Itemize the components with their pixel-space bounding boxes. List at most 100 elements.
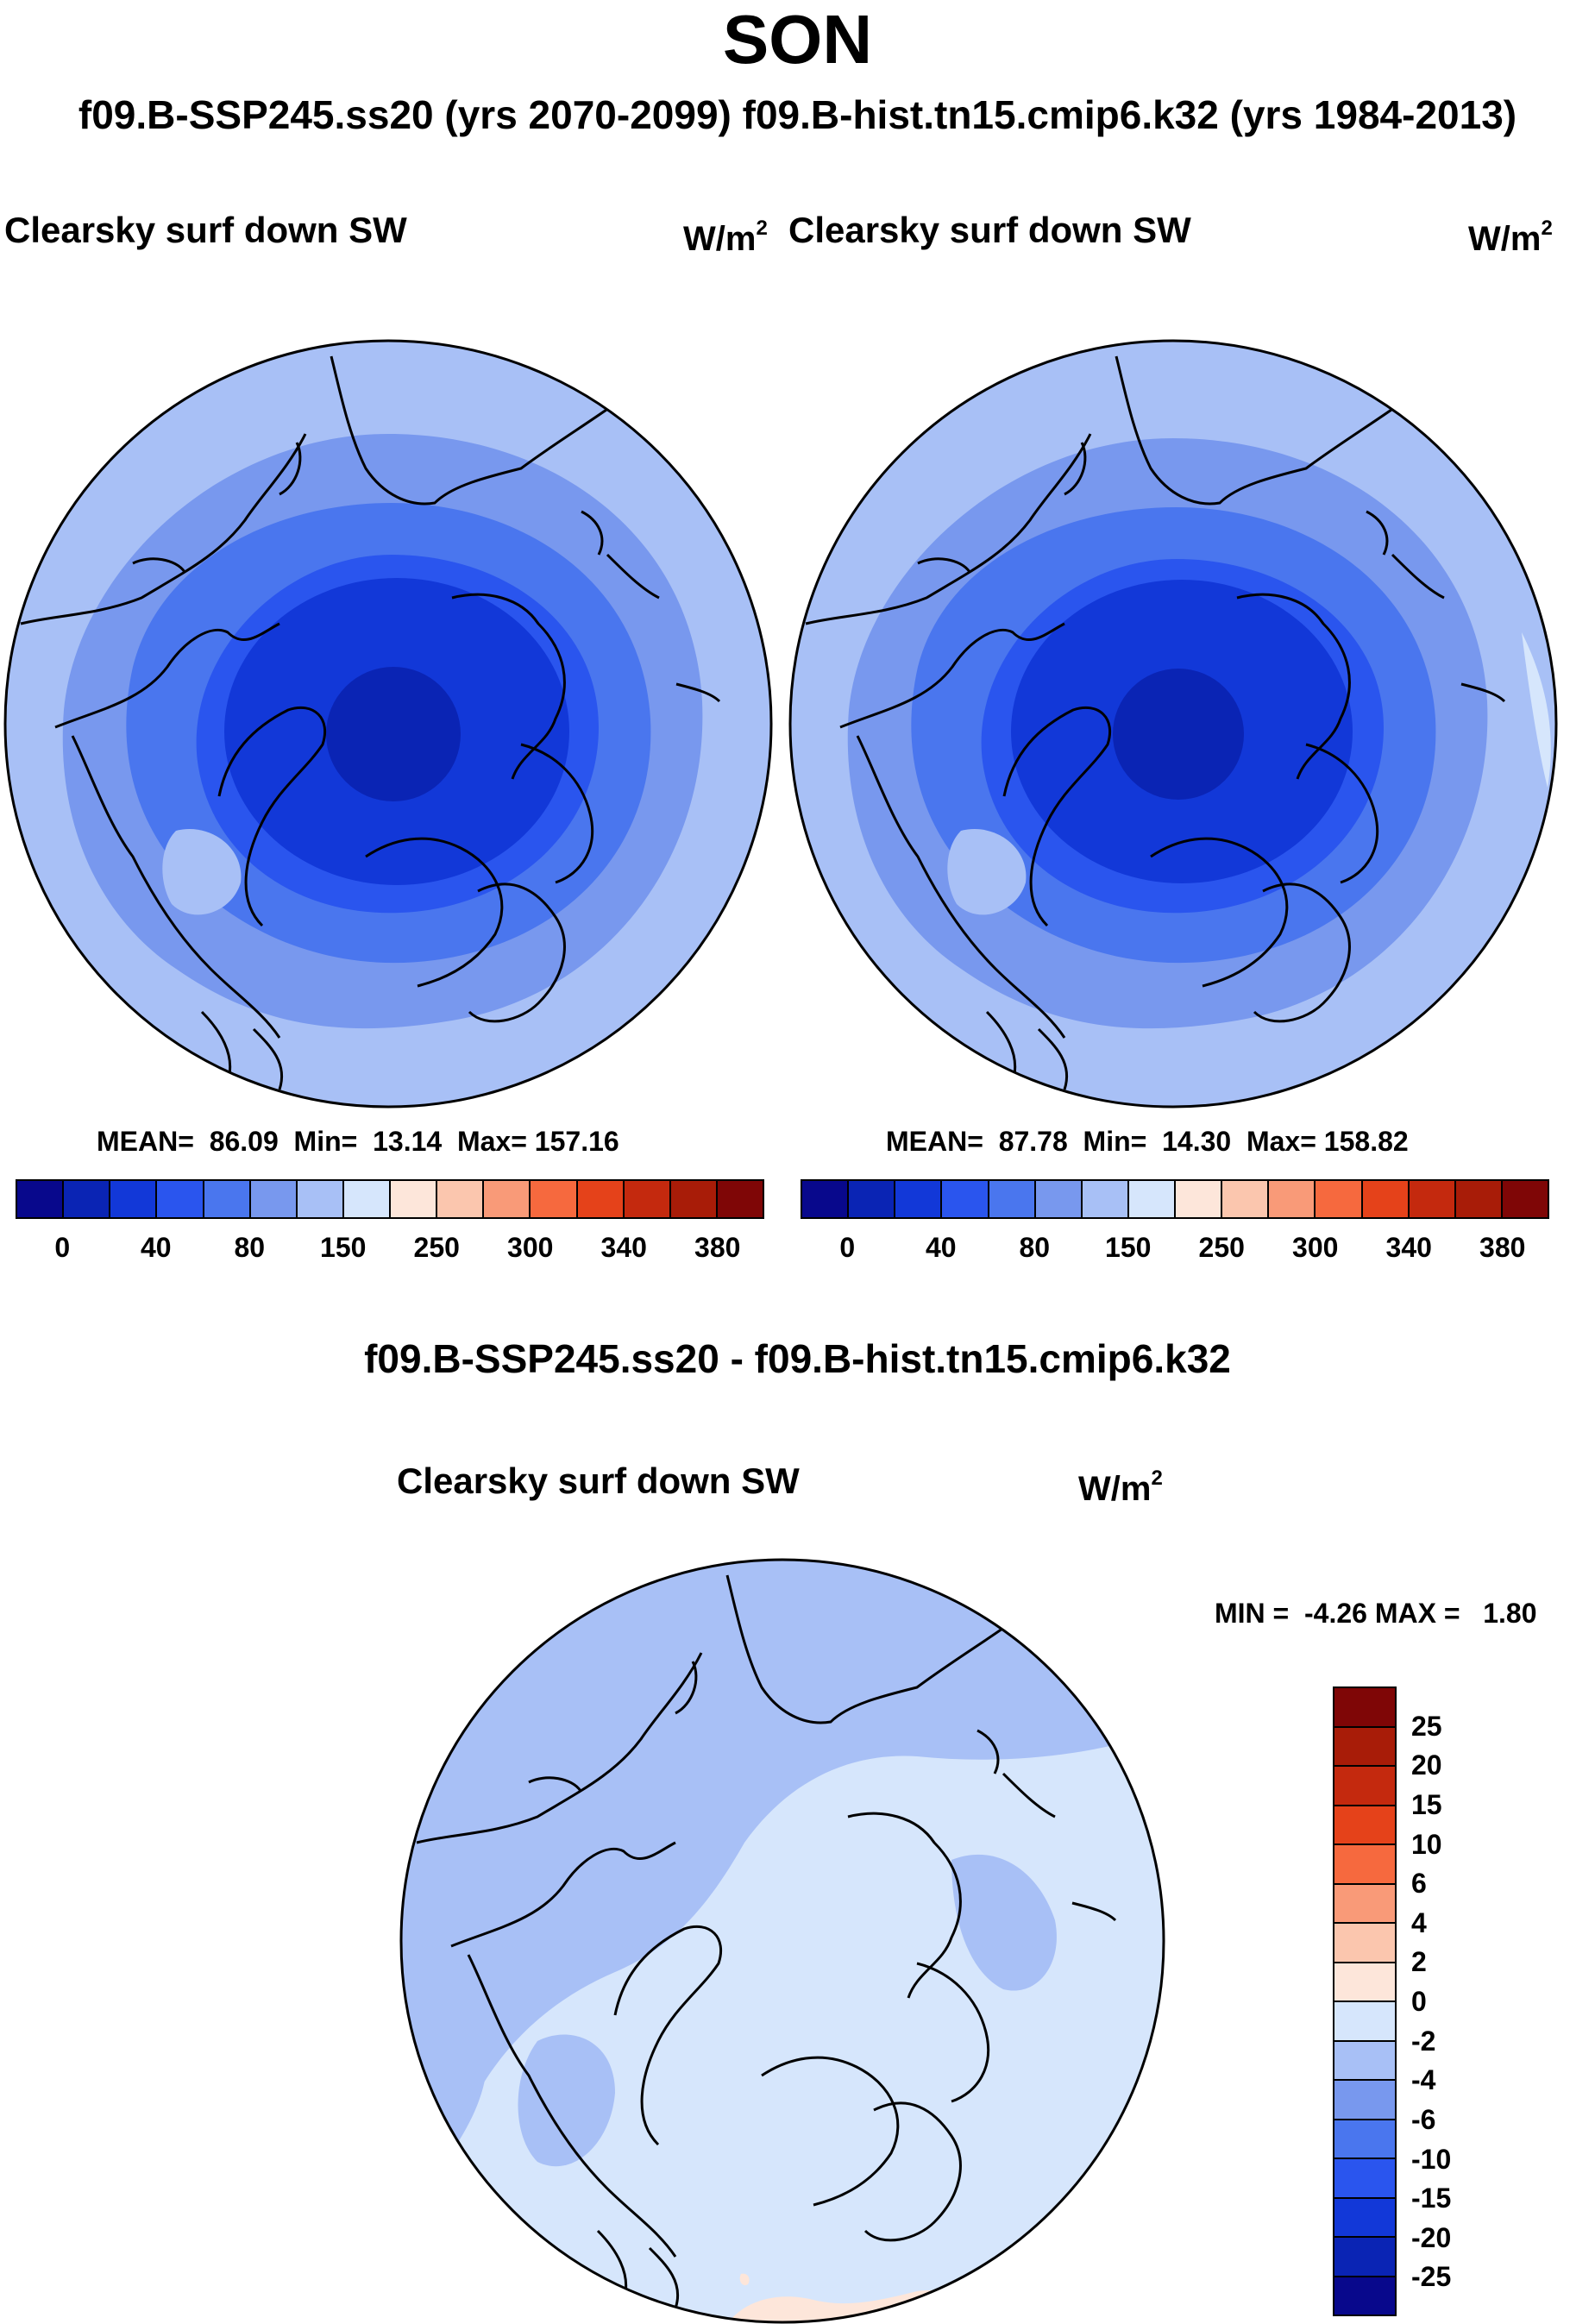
colorbar-swatch: [17, 1181, 65, 1217]
colorbar-swatch: [849, 1181, 896, 1217]
colorbar-label: 0: [1411, 1986, 1427, 2017]
colorbar-swatch: [1334, 2081, 1395, 2120]
panel2-title: Clearsky surf down SW: [788, 210, 1191, 250]
map-fill-center: [326, 667, 461, 801]
colorbar-swatch: [1334, 1884, 1395, 1924]
colorbar-swatch: [895, 1181, 943, 1217]
map-fill-greenland-patch: [947, 829, 1027, 915]
colorbar-swatch: [250, 1181, 298, 1217]
colorbar-swatch: [297, 1181, 344, 1217]
map-fill-neg-east: [951, 1854, 1057, 1991]
colorbar-label: 10: [1411, 1828, 1442, 1860]
colorbar-label: 25: [1411, 1710, 1442, 1742]
map-fill-greenland-patch: [162, 829, 242, 915]
colorbar-swatch: [1334, 2159, 1395, 2199]
colorbar-swatch: [670, 1181, 718, 1217]
colorbar-swatch: [1502, 1181, 1548, 1217]
map-fill-edge-light: [1522, 632, 1551, 788]
colorbar-label: 2: [1411, 1946, 1427, 1978]
colorbar-label: 150: [1105, 1232, 1152, 1263]
map-fill-pos-spot: [739, 2273, 750, 2286]
colorbar-swatch: [717, 1181, 763, 1217]
figure-subtitle: f09.B-SSP245.ss20 (yrs 2070-2099) f09.B-…: [78, 92, 1517, 137]
colorbar-swatch: [1334, 1924, 1395, 1963]
colorbar-swatch: [942, 1181, 989, 1217]
colorbar-swatch: [1334, 2238, 1395, 2277]
panel1-map: [3, 339, 773, 1109]
colorbar-label: 300: [507, 1232, 554, 1263]
colorbar-label: 6: [1411, 1868, 1427, 1900]
colorbar-label: 250: [413, 1232, 460, 1263]
colorbar-swatch: [157, 1181, 204, 1217]
map-fill-neg-greenland: [518, 2034, 615, 2167]
diff-stats: MIN = -4.26 MAX = 1.80: [1215, 1598, 1537, 1629]
colorbar-swatch: [391, 1181, 438, 1217]
panel1-stats: MEAN= 86.09 Min= 13.14 Max= 157.16: [97, 1126, 619, 1157]
coastlines: [416, 1574, 1117, 2322]
map-fill-neg-north: [401, 1560, 1164, 2162]
colorbar-label: 20: [1411, 1749, 1442, 1781]
colorbar-label: 0: [54, 1232, 71, 1263]
colorbar-label: -20: [1411, 2221, 1452, 2253]
panel2-colorbar: [801, 1179, 1549, 1219]
colorbar-swatch: [110, 1181, 158, 1217]
colorbar-swatch: [802, 1181, 850, 1217]
colorbar-swatch: [1409, 1181, 1456, 1217]
colorbar-label: -2: [1411, 2025, 1436, 2057]
coastlines: [20, 355, 721, 1105]
colorbar-swatch: [1334, 1845, 1395, 1885]
colorbar-label: 340: [1385, 1232, 1432, 1263]
colorbar-label: 340: [600, 1232, 647, 1263]
colorbar-swatch: [343, 1181, 391, 1217]
colorbar-swatch: [1334, 2198, 1395, 2238]
panel1-title: Clearsky surf down SW: [4, 210, 407, 250]
colorbar-swatch: [484, 1181, 531, 1217]
colorbar-swatch: [1269, 1181, 1316, 1217]
map-fill-center: [1113, 669, 1244, 800]
diff-colorbar: [1333, 1686, 1397, 2316]
colorbar-swatch: [1128, 1181, 1176, 1217]
colorbar-swatch: [1334, 1727, 1395, 1767]
colorbar-swatch: [1176, 1181, 1223, 1217]
panel2-stats: MEAN= 87.78 Min= 14.30 Max= 158.82: [886, 1126, 1409, 1157]
colorbar-label: 80: [1019, 1232, 1051, 1263]
colorbar-swatch: [1362, 1181, 1410, 1217]
colorbar-label: 4: [1411, 1906, 1427, 1938]
diff-units: W/m2: [1078, 1467, 1163, 1509]
colorbar-label: 300: [1292, 1232, 1339, 1263]
colorbar-swatch: [437, 1181, 485, 1217]
colorbar-label: 40: [140, 1232, 172, 1263]
colorbar-swatch: [1035, 1181, 1083, 1217]
colorbar-swatch: [1334, 1767, 1395, 1806]
colorbar-swatch: [1334, 1806, 1395, 1845]
colorbar-label: 15: [1411, 1788, 1442, 1820]
colorbar-label: -15: [1411, 2183, 1452, 2214]
colorbar-swatch: [989, 1181, 1036, 1217]
colorbar-swatch: [1222, 1181, 1270, 1217]
panel1-units: W/m2: [683, 217, 768, 259]
figure-title: SON: [722, 1, 873, 78]
diff-map: [399, 1558, 1165, 2324]
colorbar-label: 150: [320, 1232, 367, 1263]
colorbar-swatch: [1334, 2277, 1395, 2315]
colorbar-swatch: [204, 1181, 251, 1217]
diff-colorbar-labels: 25 20 15 10 6 4 2 0 -2 -4 -6 -10 -15 -20 -25: [1411, 1686, 1515, 2316]
colorbar-swatch: [1334, 1963, 1395, 2002]
colorbar-swatch: [624, 1181, 671, 1217]
colorbar-swatch: [64, 1181, 111, 1217]
colorbar-label: -25: [1411, 2261, 1452, 2293]
panel2-colorbar-labels: 0 40 80 150 250 300 340 380: [801, 1232, 1549, 1266]
colorbar-swatch: [1316, 1181, 1363, 1217]
panel1-colorbar-labels: 0 40 80 150 250 300 340 380: [16, 1232, 764, 1266]
colorbar-label: -4: [1411, 2064, 1436, 2096]
panel2-map: [788, 339, 1558, 1109]
colorbar-label: 40: [925, 1232, 957, 1263]
panel1-colorbar: [16, 1179, 764, 1219]
colorbar-label: 250: [1198, 1232, 1245, 1263]
colorbar-swatch: [1082, 1181, 1129, 1217]
colorbar-label: 0: [839, 1232, 856, 1263]
colorbar-label: -6: [1411, 2103, 1436, 2135]
colorbar-label: 380: [1479, 1232, 1526, 1263]
diff-heading: f09.B-SSP245.ss20 - f09.B-hist.tn15.cmip…: [364, 1336, 1231, 1381]
colorbar-swatch: [577, 1181, 625, 1217]
